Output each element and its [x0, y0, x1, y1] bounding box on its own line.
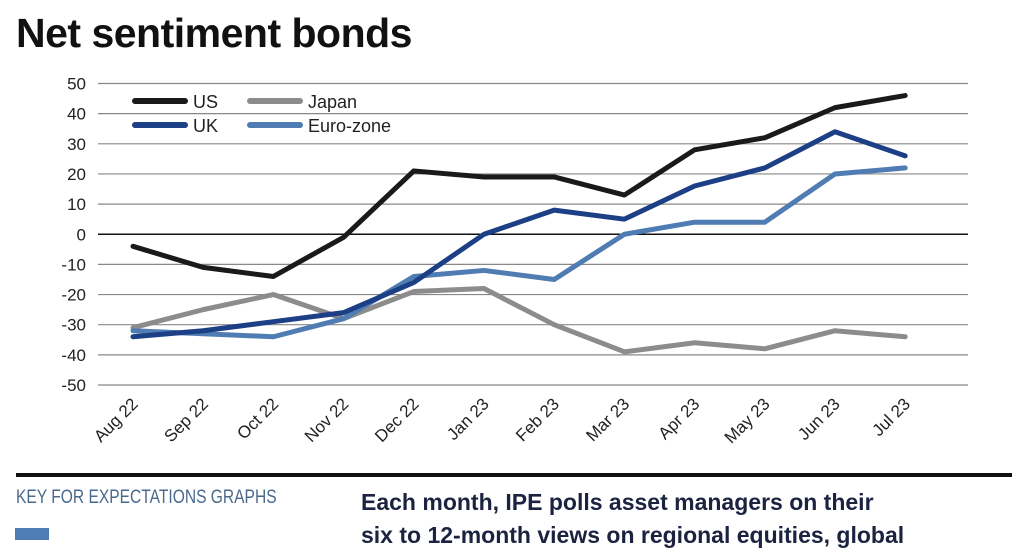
y-tick-label: 0: [77, 225, 86, 244]
legend-label: Japan: [308, 92, 357, 112]
legend-label: UK: [193, 116, 218, 136]
legend-label: US: [193, 92, 218, 112]
y-tick-label: 20: [67, 165, 86, 184]
x-tick-label: Dec 22: [371, 394, 423, 446]
x-tick-label: Oct 22: [233, 394, 282, 443]
series-line-euro-zone: [133, 168, 905, 337]
intro-text: Each month, IPE polls asset managers on …: [361, 486, 1021, 552]
x-tick-label: Jan 23: [443, 394, 493, 444]
key-swatch: [15, 528, 49, 540]
legend-label: Euro-zone: [308, 116, 391, 136]
y-tick-label: 50: [67, 75, 86, 94]
x-tick-label: Jul 23: [869, 394, 915, 440]
x-tick-label: Mar 23: [582, 394, 633, 445]
x-tick-label: Aug 22: [90, 394, 142, 446]
key-title: KEY FOR EXPECTATIONS GRAPHS: [16, 487, 277, 509]
y-tick-label: -20: [61, 286, 86, 305]
y-tick-label: 30: [67, 135, 86, 154]
x-tick-label: Apr 23: [655, 394, 704, 443]
y-tick-label: 10: [67, 195, 86, 214]
series-line-japan: [133, 289, 905, 352]
y-tick-label: -40: [61, 346, 86, 365]
y-tick-label: -10: [61, 255, 86, 274]
y-tick-label: 40: [67, 105, 86, 124]
x-tick-label: May 23: [721, 394, 774, 447]
divider: [16, 473, 1012, 477]
x-tick-label: Nov 22: [301, 394, 353, 446]
x-tick-label: Jun 23: [794, 394, 844, 444]
x-tick-label: Feb 23: [512, 394, 563, 445]
x-tick-label: Sep 22: [160, 394, 212, 446]
y-tick-label: -50: [61, 376, 86, 395]
intro-line-1: Each month, IPE polls asset managers on …: [361, 486, 1021, 519]
y-tick-label: -30: [61, 316, 86, 335]
